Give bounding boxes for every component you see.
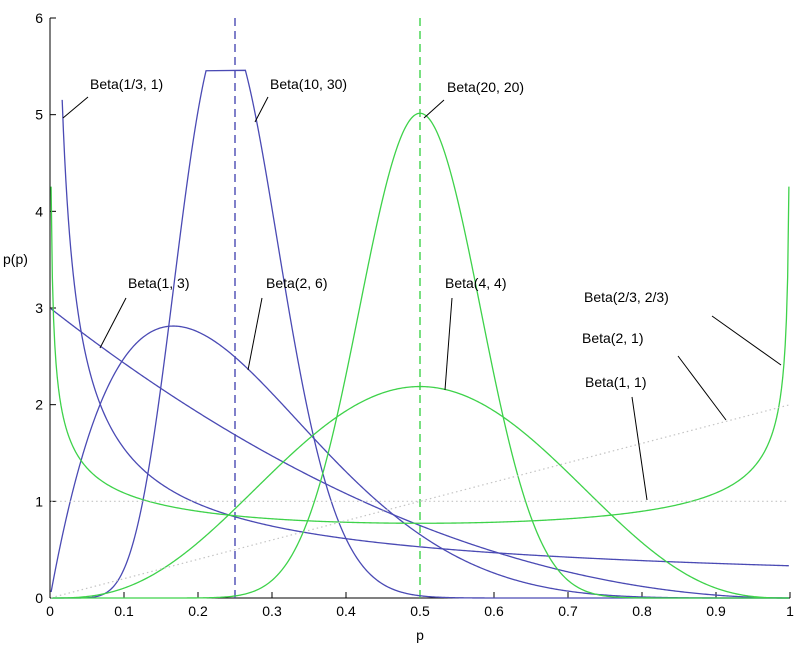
label-leader-line [711, 315, 782, 366]
x-tick-label: 0.3 [262, 603, 282, 619]
y-tick-label: 5 [35, 107, 43, 123]
y-tick-label: 2 [35, 397, 43, 413]
label-leaders [62, 96, 782, 501]
label-leader-line [423, 99, 445, 119]
curves [50, 69, 790, 599]
series-curve-2 [50, 308, 789, 599]
y-tick-label: 3 [35, 300, 43, 316]
label-beta-2-6: Beta(2, 6) [266, 275, 327, 291]
label-beta-2-1: Beta(2, 1) [582, 330, 643, 346]
x-tick-label: 0.1 [114, 603, 134, 619]
x-tick-label: 0.6 [484, 603, 504, 619]
label-leader-line [254, 96, 269, 123]
label-beta-2-3-2-3: Beta(2/3, 2/3) [584, 289, 669, 305]
label-leader-line [62, 96, 89, 119]
label-leader-line [247, 297, 263, 371]
x-tick-label: 0.5 [410, 603, 430, 619]
x-tick-label: 1 [786, 603, 794, 619]
y-axis-label: p(p) [3, 251, 28, 267]
y-ticks: 0 1 2 3 4 5 6 [35, 10, 56, 606]
series-curve-5 [51, 385, 789, 599]
y-tick-label: 0 [35, 590, 43, 606]
series-curve-0 [61, 99, 789, 567]
label-leader-line [631, 396, 648, 501]
label-beta-10-30: Beta(10, 30) [270, 76, 347, 92]
label-leader-line [444, 297, 453, 391]
series-curve-7 [50, 404, 790, 599]
x-tick-label: 0.4 [336, 603, 356, 619]
label-beta-1-3-1: Beta(1/3, 1) [90, 76, 163, 92]
y-tick-label: 4 [35, 203, 43, 219]
label-leader-line [677, 355, 727, 421]
x-tick-label: 0.7 [558, 603, 578, 619]
x-tick-label: 0.8 [632, 603, 652, 619]
series-curve-4 [51, 112, 789, 599]
x-tick-label: 0 [46, 603, 54, 619]
label-beta-1-3: Beta(1, 3) [128, 275, 189, 291]
label-beta-4-4: Beta(4, 4) [445, 275, 506, 291]
y-tick-label: 1 [35, 493, 43, 509]
y-tick-label: 6 [35, 10, 43, 26]
series-curve-6 [50, 186, 790, 524]
label-leader-line [99, 297, 127, 349]
x-tick-label: 0.9 [706, 603, 726, 619]
series-labels: Beta(1/3, 1) Beta(10, 30) Beta(1, 3) Bet… [90, 76, 669, 390]
label-beta-1-1: Beta(1, 1) [585, 374, 646, 390]
label-beta-20-20: Beta(20, 20) [447, 79, 524, 95]
x-tick-label: 0.2 [188, 603, 208, 619]
x-ticks: 0 0.1 0.2 0.3 0.4 0.5 0.6 0.7 0.8 0.9 1 [46, 592, 794, 619]
x-axis-label: p [416, 627, 424, 643]
reference-lines [234, 14, 421, 598]
